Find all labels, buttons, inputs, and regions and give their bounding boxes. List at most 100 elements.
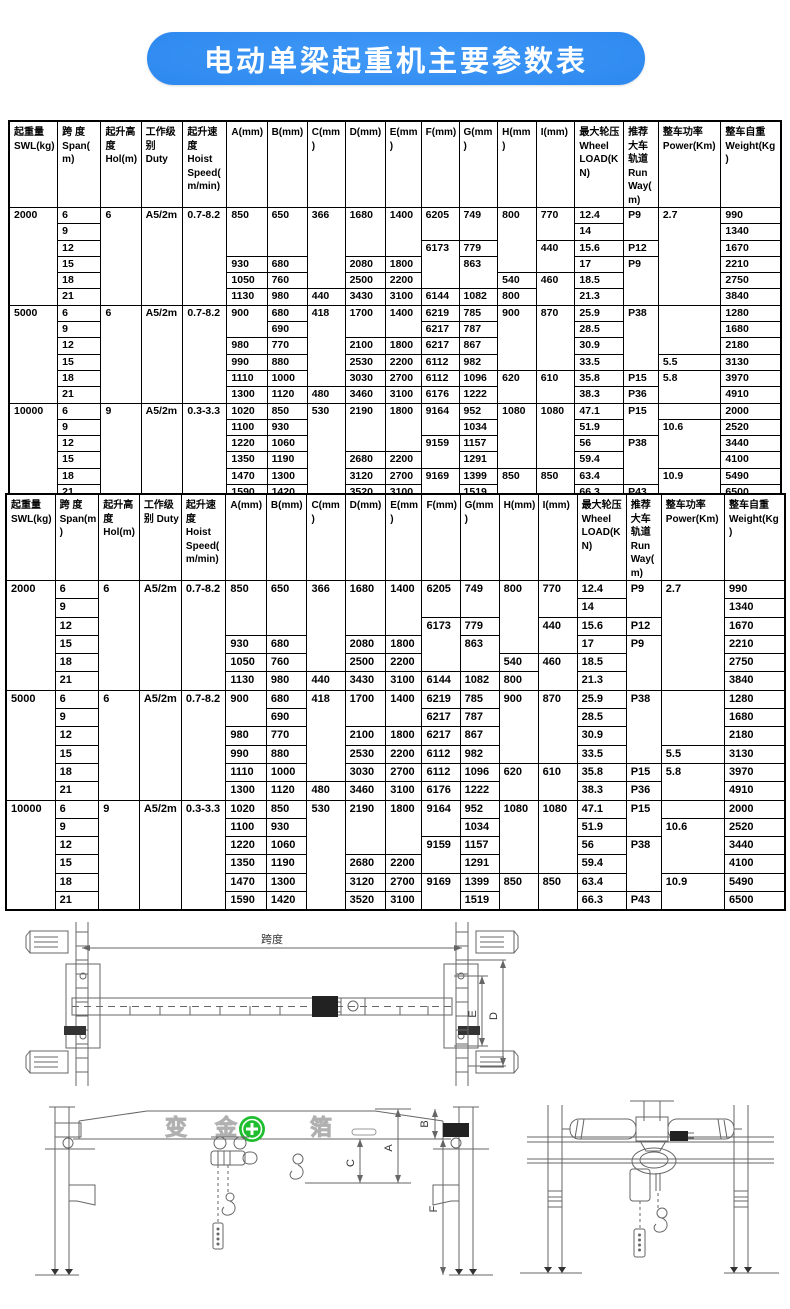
table-cell: 5.5	[660, 744, 725, 764]
table-cell: 2190	[344, 402, 386, 453]
table-cell: 2.7	[660, 580, 725, 691]
table-cell: 9	[57, 223, 102, 241]
table-cell: 21.3	[574, 288, 625, 306]
table-cell: 480	[306, 386, 346, 404]
table-cell: P9	[625, 634, 662, 691]
table-cell: 620	[498, 762, 539, 801]
column-header: F(mm)	[421, 493, 461, 581]
table-cell: 56	[576, 836, 627, 856]
table-cell: 1300	[265, 872, 308, 893]
table-cell: 1157	[459, 836, 500, 856]
table-cell: 980	[266, 288, 308, 306]
table-cell: 2700	[385, 872, 423, 893]
table-cell: 30.9	[576, 726, 627, 746]
table-row: 21 1130 980 440 3430 3100 6144 1082 800 21.3 3840	[9, 288, 782, 306]
column-header: A(mm)	[225, 493, 267, 581]
table-cell: 1470	[225, 872, 267, 893]
right-buffer-bottom	[475, 1050, 519, 1074]
table-cell: 530	[306, 799, 346, 911]
table-cell: 15	[57, 451, 102, 469]
column-header: I(mm)	[535, 120, 576, 208]
table-cell: 0.7-8.2	[182, 304, 228, 404]
table-cell: 1590	[225, 891, 267, 911]
table-cell: 59.4	[574, 451, 625, 469]
table-cell: 1800	[385, 726, 423, 746]
table-cell: 850	[226, 207, 268, 257]
table-cell: 952	[458, 402, 499, 420]
table-cell: 14	[574, 223, 625, 241]
table-cell: 990	[723, 579, 786, 600]
table-cell	[660, 799, 725, 819]
column-header: E(mm)	[384, 120, 422, 208]
dimension-a: A	[305, 1108, 411, 1184]
table-cell: 12	[57, 337, 102, 355]
left-runway-rail	[75, 922, 89, 1086]
column-header: H(mm)	[497, 120, 537, 208]
table-cell: 1190	[266, 451, 308, 469]
table-cell: 440	[306, 671, 346, 691]
table-cell: 0.7-8.2	[180, 689, 227, 801]
table-cell: 3130	[723, 744, 786, 764]
table-cell: 2200	[384, 272, 422, 290]
left-buffer-bottom	[25, 1050, 69, 1074]
table-cell: 749	[459, 580, 500, 618]
table-cell: 850	[225, 580, 267, 636]
watermark-char-1: 变	[165, 1115, 187, 1140]
table-row: 12 6173 779 440 15.6 P12 1670	[6, 616, 786, 673]
table-cell: 63.4	[574, 467, 625, 486]
table-cell: 6	[98, 689, 140, 801]
table-cell: 9	[54, 708, 100, 728]
table-cell: 21	[54, 891, 100, 911]
table-row: 5000 6 6 A5/2m 0.7-8.2 900 680 418 1700 1400 6219 7…	[5, 689, 786, 801]
table-cell: 51.9	[574, 418, 625, 437]
table-cell: 15	[57, 255, 102, 274]
table-cell: A5/2m	[138, 799, 182, 911]
page-title: 电动单梁起重机主要参数表	[203, 45, 588, 78]
table-cell: 863	[459, 634, 500, 673]
left-buffer-top	[25, 930, 69, 954]
table-cell: 1000	[265, 762, 308, 783]
table-cell: 787	[458, 321, 499, 339]
table-cell: 1800	[384, 255, 422, 274]
table-cell	[660, 689, 725, 746]
table-cell: 3030	[344, 762, 387, 783]
watermark-char-3: 箔	[310, 1115, 332, 1140]
table-cell: 1340	[723, 598, 786, 618]
dimension-a-label: A	[383, 1144, 395, 1152]
table-cell: 870	[537, 689, 578, 764]
table-cell: 990	[226, 353, 268, 371]
table-cell: 1400	[385, 689, 423, 728]
table-cell: 14	[576, 598, 627, 618]
table-cell: 12	[57, 435, 102, 453]
column-header: B(mm)	[265, 493, 308, 581]
table-row: 18 1110 1000 3030 2700 6112 1096 620 610 35.8 P15 5…	[9, 369, 782, 404]
table-cell: 366	[306, 579, 346, 673]
table-cell: 1700	[344, 304, 386, 339]
table-cell: 6	[54, 579, 100, 600]
table-cell: 650	[266, 207, 308, 257]
column-header: 工作级别 Duty	[140, 120, 184, 208]
table-cell: 6112	[420, 353, 460, 371]
table-cell: 1350	[226, 451, 268, 469]
table-cell: 15	[54, 744, 100, 764]
table-cell: 6217	[421, 726, 461, 746]
table-cell: 3840	[723, 671, 786, 691]
dimension-d: D	[468, 959, 506, 1067]
table-cell: 4910	[720, 386, 782, 404]
table-cell: 480	[306, 781, 346, 801]
table-cell: 680	[266, 255, 308, 274]
table-row: 2000 6 6 A5/2m 0.7-8.2 850 650 366 1680 1400 6205 7…	[8, 206, 782, 306]
table-cell: 418	[306, 304, 346, 388]
left-end-carriage	[64, 963, 101, 1049]
table-cell: 21	[54, 671, 100, 691]
table-cell: 6	[54, 799, 100, 819]
table-cell: 460	[537, 653, 578, 691]
table-cell: 25.9	[576, 689, 627, 710]
table-cell: 2180	[723, 726, 786, 746]
table-cell: 1220	[226, 435, 268, 453]
table-cell: 15.6	[574, 239, 625, 257]
table-cell: 10000	[8, 402, 59, 502]
crane-plan-view-drawing: 跨度 E D	[20, 918, 520, 1090]
